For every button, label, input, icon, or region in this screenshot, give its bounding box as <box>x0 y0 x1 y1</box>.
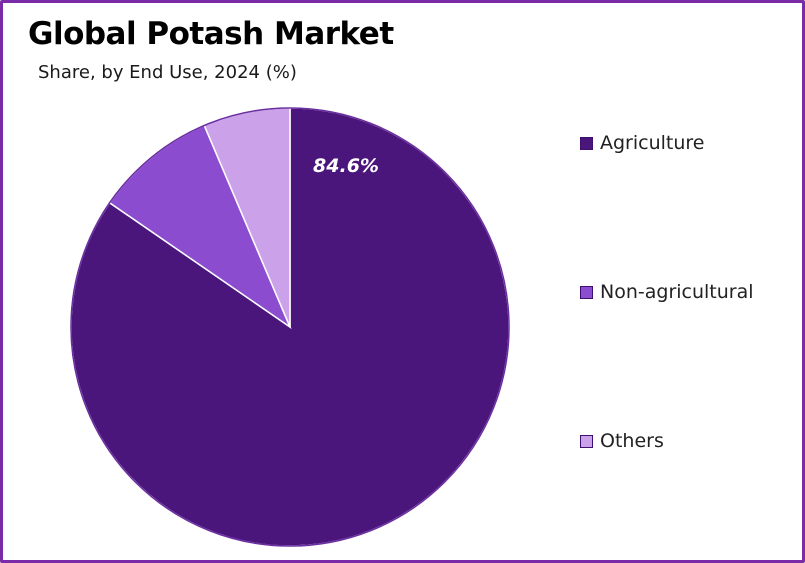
legend-label-others: Others <box>600 430 664 452</box>
legend-label-non-agricultural: Non-agricultural <box>600 281 754 303</box>
legend-item-non-agricultural: Non-agricultural <box>580 281 754 303</box>
chart-title: Global Potash Market <box>28 16 394 52</box>
chart-subtitle: Share, by End Use, 2024 (%) <box>38 62 297 83</box>
legend-swatch-agriculture <box>580 136 593 150</box>
pie-outline <box>70 107 510 547</box>
chart-legend: Agriculture Non-agricultural Others <box>580 132 800 462</box>
legend-swatch-others <box>580 434 593 448</box>
data-label-agriculture: 84.6% <box>313 155 379 177</box>
legend-item-agriculture: Agriculture <box>580 132 705 154</box>
legend-item-others: Others <box>580 430 664 452</box>
legend-swatch-non-agricultural <box>580 285 593 299</box>
legend-label-agriculture: Agriculture <box>600 132 705 154</box>
